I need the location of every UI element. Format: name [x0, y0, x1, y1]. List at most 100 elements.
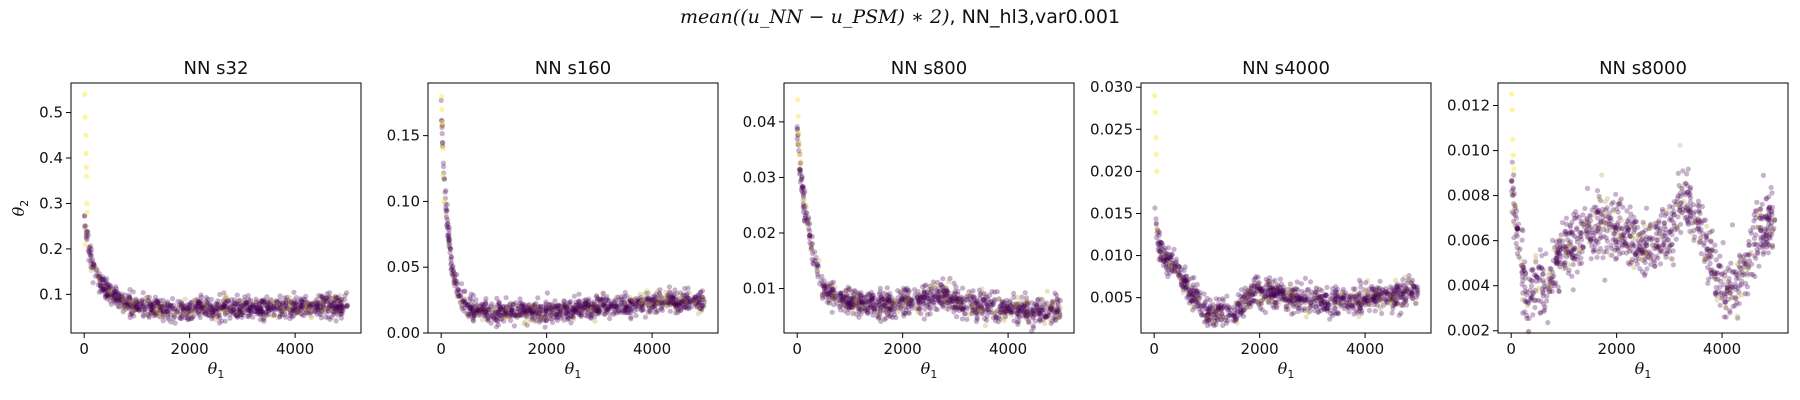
scatter-point: [200, 307, 206, 313]
scatter-point: [253, 300, 259, 306]
scatter-point: [222, 300, 228, 307]
scatter-point: [168, 312, 174, 318]
scatter-point: [1381, 291, 1387, 297]
scatter-point: [319, 308, 325, 315]
figure-suptitle: mean((u_NN − u_PSM) ∗ 2), NN_hl3,var0.00…: [0, 6, 1800, 28]
scatter-point: [1351, 311, 1357, 317]
scatter-point: [927, 311, 933, 317]
scatter-point: [298, 298, 304, 305]
scatter-point: [183, 304, 189, 310]
scatter-point: [160, 304, 166, 310]
scatter-point: [1372, 308, 1378, 314]
scatter-point: [568, 320, 574, 326]
scatter-point-highlight: [1153, 135, 1159, 141]
scatter-point: [686, 296, 693, 302]
scatter-point: [148, 310, 154, 316]
scatter-point: [927, 289, 933, 295]
scatter-point: [303, 303, 309, 309]
scatter-point: [96, 271, 102, 277]
scatter-point: [522, 302, 528, 308]
scatter-point: [301, 299, 307, 306]
scatter-point: [1768, 184, 1774, 191]
scatter-point: [1207, 305, 1213, 312]
scatter-point: [1024, 300, 1030, 306]
scatter-point: [268, 305, 274, 311]
scatter-point: [1173, 256, 1179, 262]
scatter-point: [86, 248, 92, 254]
scatter-point: [580, 301, 586, 308]
scatter-point: [232, 301, 238, 307]
scatter-point: [523, 313, 529, 319]
scatter-point: [259, 308, 266, 314]
scatter-point: [324, 294, 330, 300]
scatter-point: [192, 305, 199, 311]
scatter-point: [1022, 290, 1028, 296]
scatter-point: [1391, 291, 1397, 297]
scatter-point: [558, 313, 564, 319]
scatter-point: [832, 293, 839, 299]
scatter-point: [158, 304, 164, 310]
scatter-point: [954, 314, 960, 320]
scatter-point: [1224, 293, 1230, 299]
scatter-point: [971, 295, 978, 301]
scatter-point: [1245, 291, 1251, 297]
scatter-point: [961, 299, 967, 305]
scatter-point: [155, 299, 161, 305]
scatter-point: [249, 303, 255, 309]
scatter-point: [222, 312, 228, 318]
scatter-point: [247, 297, 254, 303]
scatter-point: [1183, 285, 1189, 291]
scatter-point: [838, 307, 844, 313]
scatter-point: [592, 318, 598, 324]
x-axis-label: θ1: [565, 359, 582, 381]
scatter-point: [195, 296, 201, 302]
scatter-point: [1171, 246, 1177, 252]
scatter-point: [1269, 286, 1275, 292]
scatter-point: [951, 305, 957, 311]
scatter-point: [155, 300, 161, 306]
scatter-point-highlight: [1154, 168, 1160, 174]
scatter-point: [286, 302, 292, 308]
scatter-point: [121, 297, 127, 303]
scatter-point: [868, 303, 874, 309]
scatter-point: [693, 294, 699, 300]
scatter-point: [323, 295, 329, 302]
scatter-point: [449, 264, 455, 271]
scatter-point: [293, 306, 299, 312]
scatter-point: [327, 290, 333, 296]
scatter-point: [964, 293, 970, 300]
scatter-point: [236, 306, 242, 312]
scatter-point: [1394, 281, 1400, 287]
scatter-point: [181, 308, 187, 314]
scatter-point: [337, 307, 343, 314]
x-tick-label: 2000: [884, 340, 922, 358]
scatter-point: [127, 287, 133, 293]
scatter-point: [620, 309, 627, 315]
scatter-point: [1037, 318, 1043, 324]
scatter-point: [271, 312, 277, 318]
scatter-point: [667, 301, 673, 307]
scatter-point: [300, 296, 306, 302]
scatter-point: [120, 297, 126, 303]
scatter-point: [90, 260, 96, 266]
scatter-point: [127, 312, 133, 318]
scatter-point: [118, 297, 124, 303]
scatter-point: [83, 228, 89, 235]
scatter-point: [112, 299, 118, 305]
scatter-point: [929, 282, 936, 288]
scatter-point: [231, 306, 237, 312]
scatter-point: [257, 309, 263, 315]
scatter-point: [299, 303, 305, 309]
scatter-point: [1704, 223, 1710, 229]
scatter-point: [131, 305, 137, 311]
scatter-point: [202, 311, 209, 317]
scatter-point: [1164, 251, 1170, 257]
scatter-point: [116, 296, 122, 302]
scatter-point: [178, 299, 184, 305]
scatter-point: [154, 298, 160, 304]
scatter-point: [804, 220, 810, 226]
scatter-point: [88, 268, 94, 274]
scatter-point: [492, 305, 498, 311]
scatter-point: [319, 302, 325, 308]
scatter-point: [826, 283, 833, 289]
